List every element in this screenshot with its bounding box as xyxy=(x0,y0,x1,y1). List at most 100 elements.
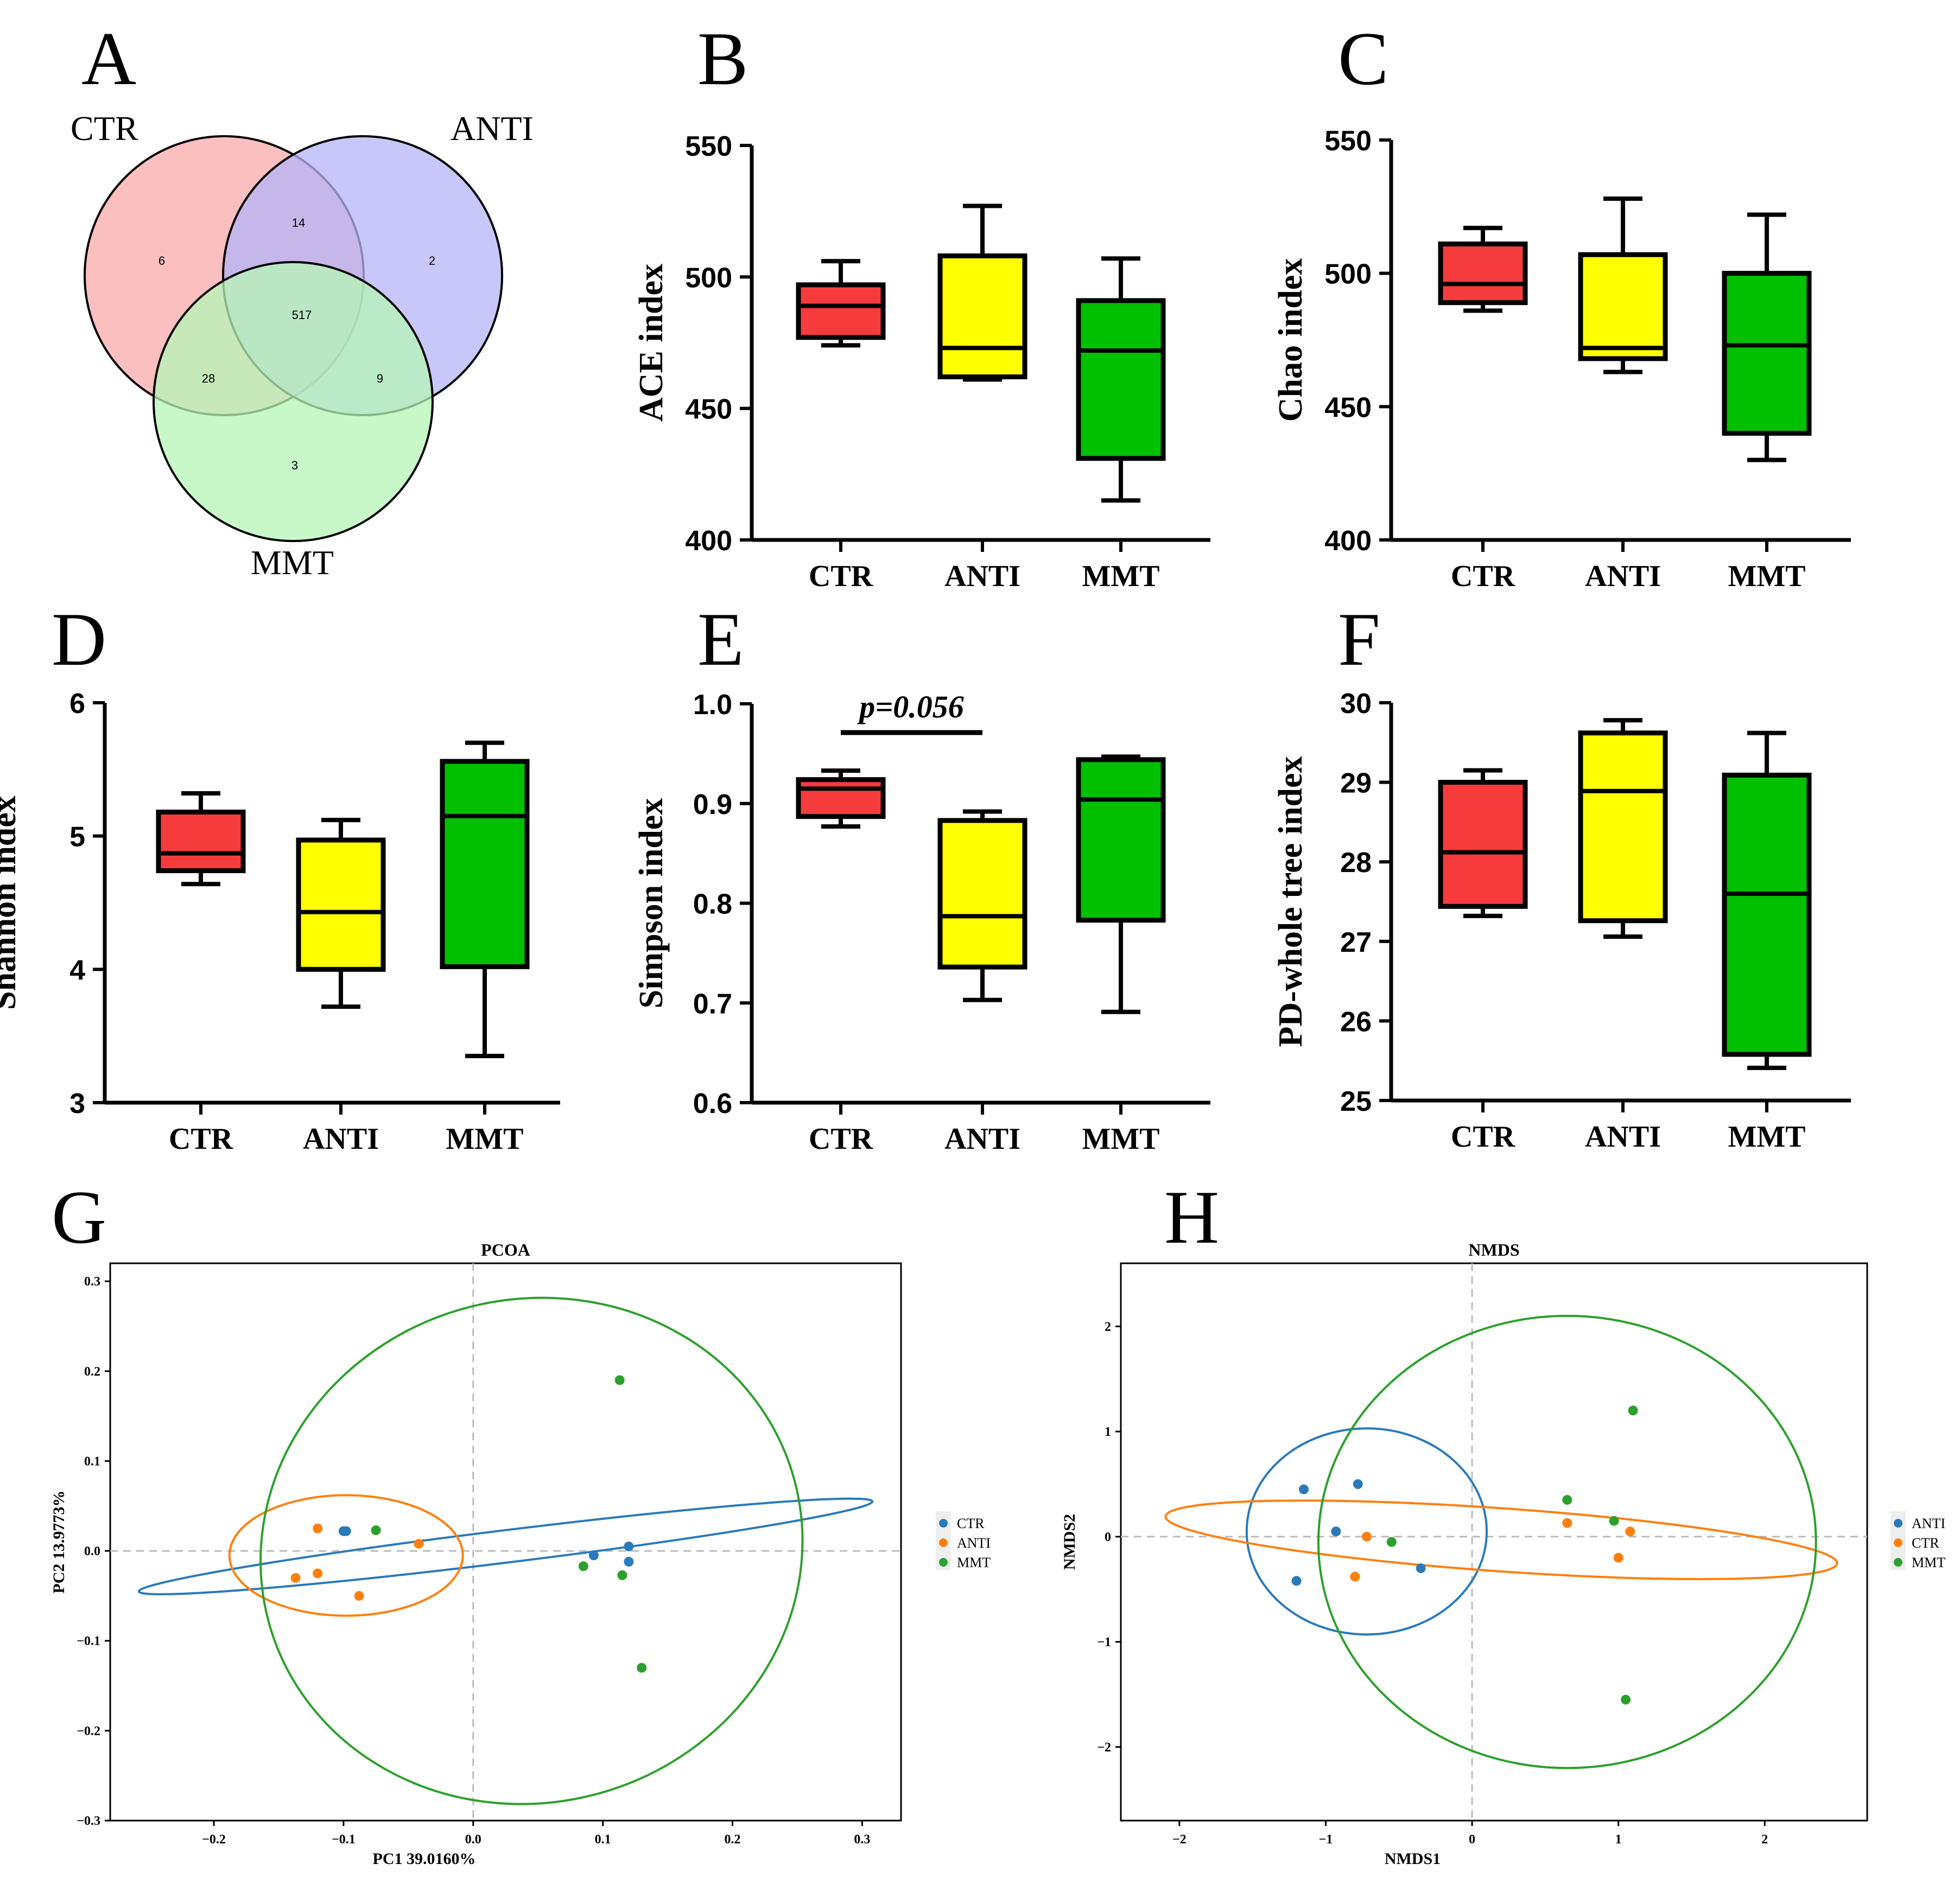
y-axis-label: PD-whole tree index xyxy=(1272,756,1309,1047)
x-tick-label: 0.2 xyxy=(724,1833,740,1847)
y-tick-label: 450 xyxy=(685,394,732,425)
point-ctr xyxy=(341,1526,351,1536)
point-mmt xyxy=(1609,1516,1619,1526)
box-mmt xyxy=(440,740,530,1059)
y-axis-label: NMDS2 xyxy=(1061,1514,1079,1570)
box-ctr xyxy=(1438,768,1528,918)
y-tick-label: 0.9 xyxy=(693,789,732,820)
y-axis-label: PC2 13.9773% xyxy=(50,1491,68,1594)
box-ctr xyxy=(1438,226,1528,313)
box-ctr xyxy=(156,791,246,887)
box-anti xyxy=(1578,718,1668,939)
y-axis-label: Chao index xyxy=(1272,258,1309,422)
iqr-box xyxy=(937,253,1027,380)
y-axis-label: Shannon index xyxy=(0,796,23,1010)
y-tick-label: 0.6 xyxy=(693,1088,732,1119)
y-tick-label: 3 xyxy=(69,1088,85,1119)
confidence-ellipse-ctr xyxy=(137,1497,874,1595)
panel-letter-a: A xyxy=(81,17,136,101)
y-tick-label: −0.1 xyxy=(77,1634,100,1649)
y-tick-label: 450 xyxy=(1324,392,1372,423)
x-tick-label-ctr: CTR xyxy=(1451,559,1515,593)
legend-label-ctr: CTR xyxy=(957,1516,985,1531)
x-tick-label: −0.2 xyxy=(202,1833,226,1847)
point-ctr xyxy=(1350,1572,1360,1582)
y-tick-label: 25 xyxy=(1340,1086,1372,1117)
y-tick-label: 4 xyxy=(69,955,85,986)
point-ctr xyxy=(1613,1553,1623,1563)
point-mmt xyxy=(1628,1405,1638,1416)
confidence-ellipse-ctr xyxy=(1164,1499,1838,1580)
point-anti xyxy=(313,1568,323,1579)
y-tick-label: 0.7 xyxy=(693,988,732,1020)
legend-label-mmt: MMT xyxy=(957,1555,991,1570)
iqr-box xyxy=(937,818,1027,970)
venn-circle-mmt xyxy=(153,261,434,542)
y-axis-label: ACE index xyxy=(633,264,670,422)
x-tick-label: −0.1 xyxy=(332,1833,356,1847)
box-plot-ace: 400 450 500 550 ACE index CTR ANTI MMT xyxy=(633,131,1210,593)
y-tick-label: −0.2 xyxy=(77,1724,100,1738)
x-tick-label: −2 xyxy=(1172,1833,1187,1847)
point-mmt xyxy=(1562,1494,1572,1505)
iqr-box xyxy=(440,759,530,969)
point-anti xyxy=(354,1591,364,1601)
legend-label-ctr: CTR xyxy=(1912,1535,1939,1551)
x-tick-label: 0.1 xyxy=(595,1833,611,1847)
y-tick-label: −2 xyxy=(1097,1740,1111,1754)
y-tick-label: 1.0 xyxy=(693,689,732,721)
legend-marker xyxy=(1894,1519,1902,1528)
box-anti xyxy=(296,818,386,1009)
iqr-box xyxy=(1578,252,1668,361)
x-tick-label-ctr: CTR xyxy=(1451,1120,1515,1154)
box-mmt xyxy=(1076,754,1166,1014)
point-anti xyxy=(414,1538,424,1549)
box-plot-chao: 400 450 500 550 Chao index CTR ANTI MMT xyxy=(1272,125,1851,593)
iqr-box xyxy=(296,837,386,972)
point-ctr xyxy=(624,1556,634,1567)
point-anti xyxy=(313,1523,323,1534)
box-anti xyxy=(937,809,1027,1002)
venn-count-ctr-mmt: 28 xyxy=(202,372,215,385)
venn-count-anti-mmt: 9 xyxy=(377,372,383,385)
y-tick-label: 500 xyxy=(1324,259,1372,290)
point-mmt xyxy=(617,1570,627,1580)
y-tick-label: 5 xyxy=(69,822,85,853)
iqr-box xyxy=(1076,298,1166,461)
point-mmt xyxy=(1621,1695,1631,1705)
box-mmt xyxy=(1722,730,1812,1070)
y-tick-label: 27 xyxy=(1340,927,1372,958)
point-ctr xyxy=(624,1541,634,1551)
x-tick-label-mmt: MMT xyxy=(446,1122,523,1156)
plot-title: NMDS xyxy=(1468,1240,1519,1259)
x-tick-label: 0.0 xyxy=(465,1833,481,1847)
x-tick-label-anti: ANTI xyxy=(944,559,1020,593)
venn-count-ctr-only: 6 xyxy=(158,254,165,268)
y-tick-label: 28 xyxy=(1340,847,1372,879)
iqr-box xyxy=(1578,730,1668,924)
y-tick-label: 0.0 xyxy=(84,1544,100,1558)
point-anti xyxy=(1291,1576,1302,1586)
point-anti xyxy=(1353,1479,1363,1489)
iqr-box xyxy=(796,777,886,819)
box-mmt xyxy=(1722,212,1812,462)
y-tick-label: 26 xyxy=(1340,1006,1372,1038)
y-tick-label: −0.3 xyxy=(77,1814,100,1828)
panel-letter-b: B xyxy=(697,17,748,101)
panel-letter-d: D xyxy=(52,597,106,682)
legend-marker xyxy=(939,1519,948,1528)
box-anti xyxy=(937,203,1027,382)
point-ctr xyxy=(588,1550,599,1561)
y-tick-label: 550 xyxy=(1324,125,1372,157)
x-tick-label-ctr: CTR xyxy=(809,1122,873,1156)
point-mmt xyxy=(578,1561,588,1572)
legend-marker xyxy=(1894,1558,1902,1567)
legend: ANTI CTR MMT xyxy=(1891,1511,1945,1570)
point-ctr xyxy=(1625,1526,1635,1537)
point-anti xyxy=(1331,1526,1341,1537)
panel-letter-c: C xyxy=(1338,17,1388,101)
x-axis-label: PC1 39.0160% xyxy=(373,1850,476,1868)
y-tick-label: 29 xyxy=(1340,768,1372,799)
x-tick-label: 0 xyxy=(1469,1833,1475,1847)
panel-letter-e: E xyxy=(697,597,744,682)
